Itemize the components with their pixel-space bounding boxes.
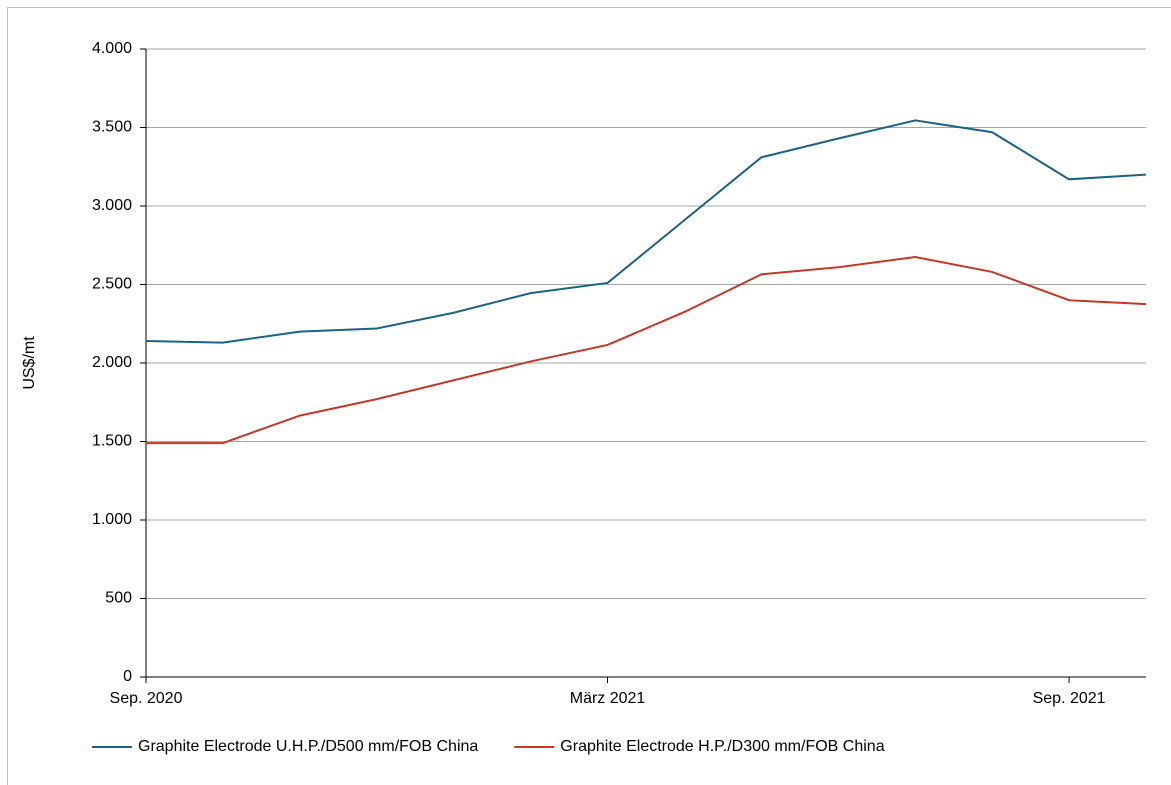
x-tick-label: Sep. 2020 bbox=[110, 690, 183, 707]
y-tick-label: 2.000 bbox=[92, 354, 132, 371]
legend-label: Graphite Electrode U.H.P./D500 mm/FOB Ch… bbox=[138, 738, 478, 755]
y-tick-label: 3.500 bbox=[92, 119, 132, 136]
y-tick-label: 3.000 bbox=[92, 197, 132, 214]
series-line bbox=[146, 256, 1147, 445]
y-tick-label: 1.000 bbox=[92, 511, 132, 528]
y-tick-label: 2.500 bbox=[92, 276, 132, 293]
y-tick-label: 500 bbox=[105, 590, 132, 607]
y-tick-label: 4.000 bbox=[92, 40, 132, 57]
x-tick-label: März 2021 bbox=[570, 690, 646, 707]
frame bbox=[7, 7, 1171, 785]
y-tick-label: 0 bbox=[123, 668, 132, 685]
y-tick-label: 1.500 bbox=[92, 433, 132, 450]
x-tick-label: Sep. 2021 bbox=[1033, 690, 1106, 707]
series-line bbox=[145, 119, 1147, 344]
y-axis-label: US$/mt bbox=[21, 336, 38, 390]
legend-label: Graphite Electrode H.P./D300 mm/FOB Chin… bbox=[560, 738, 884, 755]
